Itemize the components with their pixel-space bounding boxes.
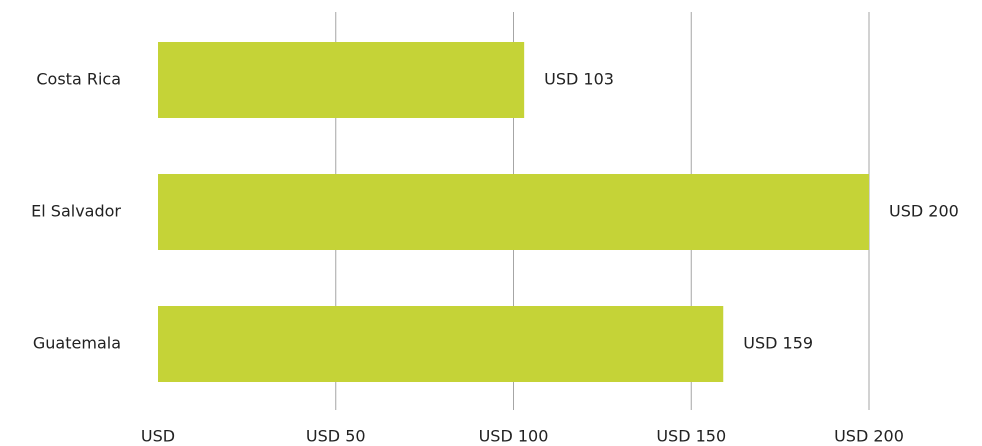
value-label: USD 103 [544, 70, 614, 89]
x-tick-label: USD 100 [479, 427, 549, 446]
bar [158, 42, 525, 118]
x-tick-label: USD 200 [834, 427, 904, 446]
bar [158, 306, 724, 382]
x-tick-label: USD 150 [656, 427, 726, 446]
y-tick-label: El Salvador [31, 202, 121, 221]
value-label: USD 200 [889, 202, 959, 221]
bar [158, 174, 869, 250]
x-tick-label: USD 50 [306, 427, 366, 446]
y-tick-label: Costa Rica [36, 70, 121, 89]
y-tick-label: Guatemala [33, 334, 121, 353]
x-tick-label: USD [141, 427, 175, 446]
value-label: USD 159 [743, 334, 813, 353]
